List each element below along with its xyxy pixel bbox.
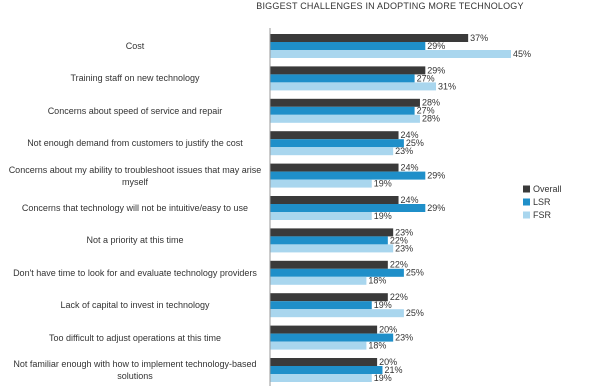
value-label: 23% bbox=[395, 227, 413, 237]
bar bbox=[270, 268, 404, 277]
value-label: 29% bbox=[427, 203, 445, 213]
bar bbox=[270, 74, 415, 83]
value-label: 25% bbox=[406, 138, 424, 148]
category-label: Not a priority at this time bbox=[86, 235, 184, 246]
category-label: Too difficult to adjust operations at th… bbox=[49, 332, 221, 343]
bar bbox=[270, 244, 394, 253]
bar bbox=[270, 179, 372, 188]
bar bbox=[270, 114, 420, 123]
category-label: Not enough demand from customers to just… bbox=[27, 138, 243, 149]
bar bbox=[270, 50, 511, 58]
value-label: 23% bbox=[395, 243, 413, 253]
category-label: Concerns about my ability to troubleshoo… bbox=[8, 164, 262, 187]
legend-label: Overall bbox=[533, 184, 562, 194]
value-label: 45% bbox=[513, 49, 531, 59]
value-label: 25% bbox=[406, 308, 424, 318]
value-label: 22% bbox=[390, 292, 408, 302]
chart-title: BIGGEST CHALLENGES IN ADOPTING MORE TECH… bbox=[256, 1, 524, 11]
value-label: 25% bbox=[406, 268, 424, 278]
bar bbox=[270, 82, 437, 91]
value-label: 29% bbox=[427, 65, 445, 75]
bar bbox=[270, 260, 388, 269]
value-label: 21% bbox=[384, 365, 402, 375]
value-label: 27% bbox=[417, 73, 435, 83]
bar bbox=[270, 106, 415, 115]
value-label: 20% bbox=[379, 357, 397, 367]
value-label: 22% bbox=[390, 235, 408, 245]
bar bbox=[270, 98, 420, 107]
value-label: 31% bbox=[438, 81, 456, 91]
value-label: 18% bbox=[368, 340, 386, 350]
bar bbox=[270, 66, 426, 75]
bar bbox=[270, 341, 367, 350]
value-label: 18% bbox=[368, 276, 386, 286]
value-label: 20% bbox=[379, 324, 397, 334]
category-label: Cost bbox=[125, 41, 145, 51]
category-label: Concerns that technology will not be int… bbox=[21, 203, 249, 213]
bar bbox=[270, 333, 394, 342]
bar bbox=[270, 374, 372, 382]
bar bbox=[270, 204, 426, 212]
bar bbox=[270, 228, 394, 237]
value-label: 28% bbox=[422, 98, 440, 108]
bar bbox=[270, 325, 378, 334]
bar bbox=[270, 42, 426, 50]
bar bbox=[270, 163, 399, 172]
bar bbox=[270, 236, 388, 245]
value-label: 37% bbox=[470, 33, 488, 43]
bar bbox=[270, 147, 394, 156]
value-label: 19% bbox=[374, 178, 392, 188]
bar bbox=[270, 293, 388, 302]
value-label: 24% bbox=[401, 162, 419, 172]
category-label: Concerns about speed of service and repa… bbox=[47, 105, 223, 116]
value-label: 29% bbox=[427, 41, 445, 51]
legend-swatch bbox=[523, 211, 530, 219]
bar bbox=[270, 139, 404, 148]
bar bbox=[270, 276, 367, 285]
value-label: 22% bbox=[390, 260, 408, 270]
bar bbox=[270, 309, 404, 318]
value-label: 19% bbox=[374, 300, 392, 310]
category-label: Training staff on new technology bbox=[70, 73, 200, 84]
value-label: 29% bbox=[427, 170, 445, 180]
bar bbox=[270, 196, 399, 204]
legend-label: FSR bbox=[533, 210, 552, 220]
value-label: 23% bbox=[395, 332, 413, 342]
value-label: 28% bbox=[422, 114, 440, 124]
bar bbox=[270, 366, 383, 374]
legend-swatch bbox=[523, 185, 530, 193]
value-label: 24% bbox=[401, 195, 419, 205]
bar bbox=[270, 301, 372, 310]
value-label: 19% bbox=[374, 373, 392, 383]
value-label: 19% bbox=[374, 211, 392, 221]
bar bbox=[270, 34, 469, 42]
value-label: 23% bbox=[395, 146, 413, 156]
legend-swatch bbox=[523, 198, 530, 206]
bar bbox=[270, 358, 378, 366]
bar bbox=[270, 212, 372, 220]
bar bbox=[270, 171, 426, 180]
value-label: 27% bbox=[417, 106, 435, 116]
category-label: Not familiar enough with how to implemen… bbox=[13, 359, 257, 381]
category-label: Don't have time to look for and evaluate… bbox=[13, 267, 257, 278]
bar bbox=[270, 131, 399, 140]
value-label: 24% bbox=[401, 130, 419, 140]
legend-label: LSR bbox=[533, 197, 551, 207]
category-label: Lack of capital to invest in technology bbox=[60, 300, 210, 311]
